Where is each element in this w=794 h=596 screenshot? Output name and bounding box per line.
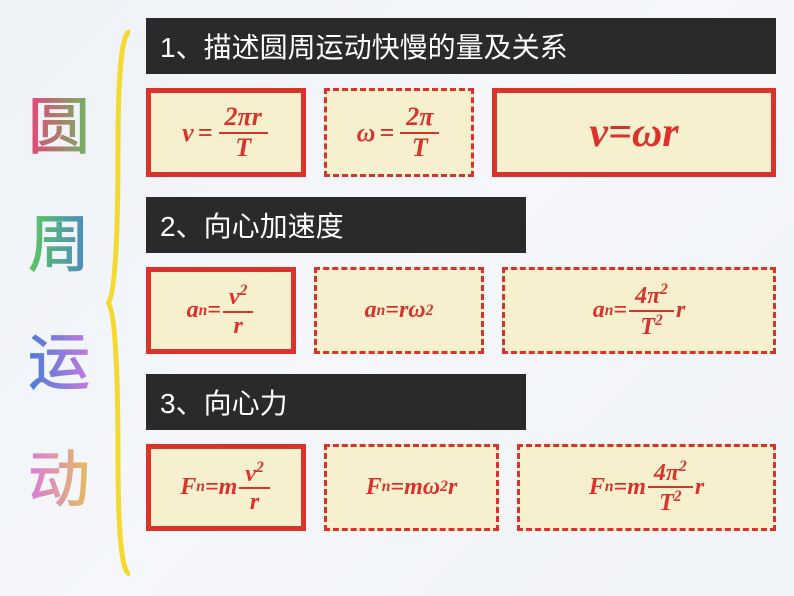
numerator: 4π2 [648, 458, 693, 488]
fraction: 2π T [400, 103, 439, 162]
numerator: 2π [400, 103, 439, 134]
sub-n: n [196, 478, 205, 496]
denominator: T2 [653, 488, 687, 516]
denominator: T [229, 134, 257, 163]
m: m [627, 474, 646, 501]
fraction: 4π2 T2 [629, 281, 674, 340]
sub-n: n [605, 302, 614, 320]
formula-Fn-mv2-r: Fn = m v2 r [146, 444, 306, 531]
formula-Fn-m-omega2-r: Fn = mω2r [324, 444, 499, 531]
formula-an-r-omega2: an = rω2 [314, 267, 484, 354]
heading-3: 3、向心力 [146, 374, 526, 430]
content-area: 1、描述圆周运动快慢的量及关系 v = 2πr T ω = 2π T v = ω… [146, 18, 776, 531]
eq: = [614, 474, 628, 501]
heading-2: 2、向心加速度 [146, 197, 526, 253]
eq: = [205, 474, 219, 501]
fraction: v2 r [223, 282, 253, 339]
denominator: T2 [634, 312, 668, 340]
F: F [589, 474, 605, 501]
sub-n: n [382, 478, 391, 496]
a: a [593, 297, 605, 324]
sub-n: n [199, 302, 208, 320]
v: v [589, 109, 608, 157]
trail-r: r [695, 474, 704, 501]
a: a [187, 297, 199, 324]
denominator: T [406, 134, 434, 163]
row-1: v = 2πr T ω = 2π T v = ω r [146, 88, 776, 177]
heading-1: 1、描述圆周运动快慢的量及关系 [146, 18, 776, 74]
formula-v-eq-2pir-T: v = 2πr T [146, 88, 306, 177]
sup2: 2 [440, 478, 448, 496]
eq: = [198, 118, 213, 148]
lhs: v [182, 118, 194, 148]
sup2: 2 [426, 302, 434, 320]
formula-v-eq-omega-r: v = ω r [492, 88, 776, 177]
r: r [662, 109, 678, 157]
fraction: v2 r [239, 459, 269, 516]
eq: = [608, 109, 632, 157]
omega: ω [423, 474, 440, 501]
denominator: r [228, 313, 249, 339]
denominator: r [244, 489, 265, 515]
row-3: Fn = m v2 r Fn = mω2r Fn = m 4π2 T2 r [146, 444, 776, 531]
fraction: 2πr T [219, 103, 268, 162]
lhs: ω [357, 118, 376, 148]
a: a [365, 297, 377, 324]
m: m [404, 474, 423, 501]
F: F [366, 474, 382, 501]
title-char-2: 周 [28, 188, 100, 306]
title-char-4: 动 [28, 423, 100, 541]
row-2: an = v2 r an = rω2 an = 4π2 T2 r [146, 267, 776, 354]
r: r [399, 297, 408, 324]
eq: = [613, 297, 627, 324]
numerator: 2πr [219, 103, 268, 134]
omega: ω [408, 297, 425, 324]
F: F [180, 474, 196, 501]
brace-icon [106, 28, 136, 578]
sub-n: n [377, 302, 386, 320]
eq: = [379, 118, 394, 148]
formula-Fn-m-4pi2-T2-r: Fn = m 4π2 T2 r [517, 444, 776, 531]
eq: = [207, 297, 221, 324]
sub-n: n [605, 478, 614, 496]
m: m [219, 474, 238, 501]
formula-an-v2-r: an = v2 r [146, 267, 296, 354]
eq: = [390, 474, 404, 501]
title-char-3: 运 [28, 306, 100, 424]
r: r [448, 474, 457, 501]
eq: = [385, 297, 399, 324]
title-char-1: 圆 [28, 70, 100, 188]
numerator: 4π2 [629, 281, 674, 311]
fraction: 4π2 T2 [648, 458, 693, 517]
numerator: v2 [239, 459, 269, 489]
formula-an-4pi2-T2-r: an = 4π2 T2 r [502, 267, 776, 354]
vertical-title: 圆 周 运 动 [28, 70, 100, 541]
omega: ω [632, 109, 662, 157]
formula-omega-eq-2pi-T: ω = 2π T [324, 88, 474, 177]
trail-r: r [676, 297, 685, 324]
numerator: v2 [223, 282, 253, 312]
